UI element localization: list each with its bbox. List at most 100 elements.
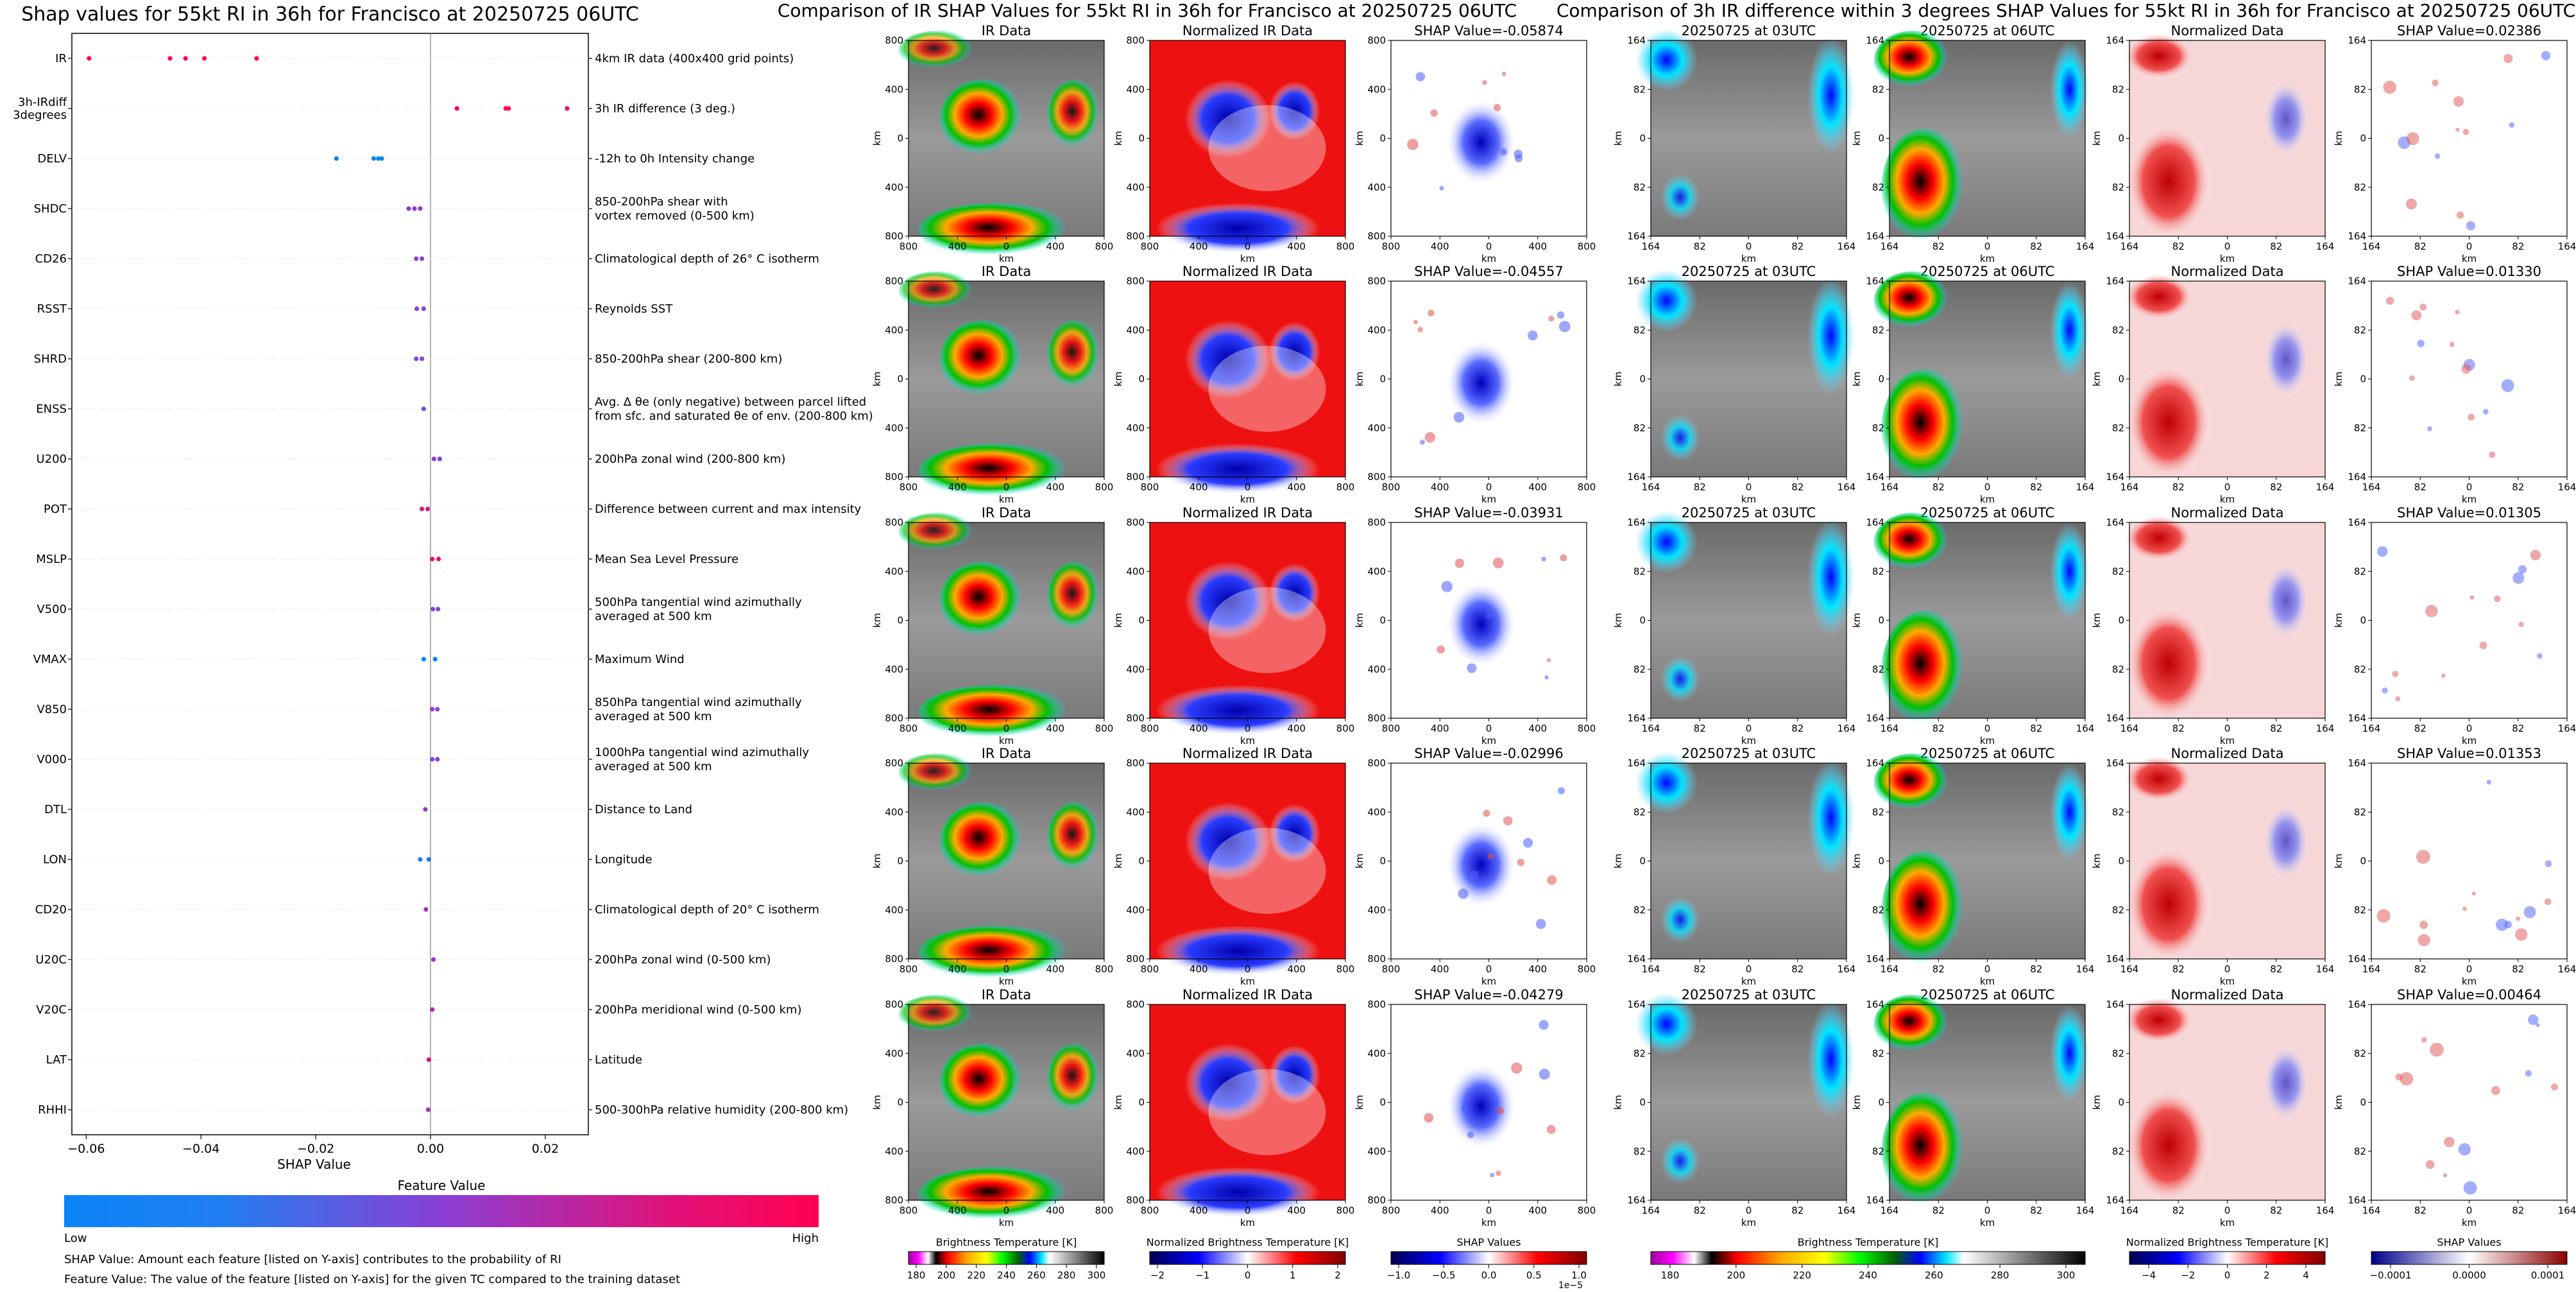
panel-y-tick-label: 0 (2118, 1097, 2124, 1108)
dshap-speckle (2525, 1070, 2532, 1077)
panel-y-tick-label: 0 (1639, 1097, 1646, 1108)
panel-y-tick-label: 82 (2354, 422, 2366, 434)
panel-y-tick-label: 400 (1126, 422, 1145, 434)
shap-speckle (1467, 663, 1477, 673)
dshap-speckle (2466, 221, 2476, 230)
panel-y-tick-label: 164 (2106, 35, 2124, 46)
ir-storm-core (939, 802, 1026, 881)
ir-storm-band (918, 685, 1075, 740)
ir6-storm-top (1873, 512, 1952, 572)
shap-speckle (1560, 554, 1567, 562)
panel-image (1873, 30, 2090, 246)
x-tick-label: 0.00 (417, 1142, 444, 1156)
panel-x-tick-label: 0 (1486, 1205, 1492, 1216)
panel-y-tick-label: 400 (1367, 324, 1386, 336)
ir6-storm-top (1873, 30, 1952, 90)
panel-y-tick-label: 0 (1639, 856, 1646, 867)
panel-x-tick-label: 82 (2414, 963, 2427, 975)
panel-y-label: km (1354, 131, 1365, 146)
panel-x-tick-label: 0 (1245, 723, 1251, 734)
panel-x-tick-label: 0 (1003, 1205, 1010, 1216)
ir-colorbar-tick-label: 220 (967, 1270, 985, 1281)
nir-core (1184, 802, 1272, 881)
panel-x-label: km (1741, 976, 1756, 987)
panel-x-tick-label: 164 (2076, 241, 2095, 252)
panel-y-tick-label: 82 (2354, 1047, 2366, 1059)
panel-y-tick-label: 400 (885, 806, 903, 818)
shap-speckle (1493, 103, 1501, 112)
dshap-speckle (2495, 918, 2509, 931)
ir-colorbar-tick-label: −2 (1150, 1270, 1164, 1281)
panel-x-tick-label: 800 (900, 963, 918, 975)
panel-y-tick-label: 800 (1367, 712, 1386, 724)
shap-point (421, 657, 426, 662)
nir-band (1156, 685, 1320, 736)
shap-negative-blob (1446, 99, 1517, 185)
dshap-speckle (2392, 671, 2399, 677)
panel-x-tick-label: 0 (2224, 1205, 2231, 1216)
panel-x-tick-label: 0 (1003, 241, 1010, 252)
dshap-speckle (2432, 79, 2439, 87)
panel-y-label: km (871, 372, 883, 386)
shap-point (454, 106, 459, 111)
panel-x-tick-label: 0 (1984, 481, 1991, 493)
panel-x-tick-label: 82 (2414, 723, 2427, 734)
panel-x-tick-label: 400 (1528, 1205, 1547, 1216)
panel-x-tick-label: 164 (2362, 241, 2381, 252)
panel-y-tick-label: 800 (1126, 999, 1145, 1010)
panel-x-tick-label: 164 (1838, 241, 1856, 252)
panel-y-label: km (1851, 372, 1863, 386)
ir-colorbar-tick-label: 0 (1245, 1270, 1251, 1281)
dshap-speckle (2512, 572, 2525, 584)
panel-y-tick-label: 800 (1367, 757, 1386, 769)
panel-x-tick-label: 400 (1431, 241, 1449, 252)
panel-x-tick-label: 82 (2030, 723, 2042, 734)
panel-y-tick-label: 82 (1633, 1047, 1646, 1059)
shap-point (435, 707, 440, 712)
ir-storm-core (939, 562, 1026, 640)
ir6-cold-right (2050, 763, 2090, 861)
panel-x-tick-label: 82 (1791, 241, 1804, 252)
dshap-speckle (2456, 211, 2464, 219)
panel-y-tick-label: 800 (1126, 471, 1145, 483)
panel-y-tick-label: 164 (2348, 757, 2366, 769)
ir6-storm-top (1873, 271, 1952, 331)
panel-y-tick-label: 400 (1126, 565, 1145, 577)
ir-storm-band (918, 926, 1075, 981)
dshap-speckle (2486, 779, 2491, 785)
panel-x-tick-label: 164 (1838, 1205, 1856, 1216)
panel-y-tick-label: 82 (1633, 182, 1646, 193)
shap-point (426, 1057, 431, 1062)
nir-cell (1269, 1046, 1320, 1105)
shap-speckle (1415, 72, 1426, 82)
panel-image (2123, 755, 2325, 963)
panel-title: Normalized Data (2171, 23, 2284, 39)
panel-title: IR Data (982, 23, 1032, 39)
panel-x-tick-label: 400 (1046, 963, 1064, 975)
panel-image (1635, 992, 1855, 1200)
ir6-storm-left (1881, 851, 1968, 969)
dshap-speckle (2421, 1037, 2427, 1043)
shap-point (426, 857, 431, 862)
panel-x-tick-label: 82 (2512, 1205, 2524, 1216)
panel-x-tick-label: 800 (1141, 1205, 1159, 1216)
panel-x-tick-label: 400 (1046, 241, 1064, 252)
panel-x-label: km (2462, 494, 2477, 505)
panel-title: 20250725 at 03UTC (1682, 987, 1816, 1003)
nd-red-top (2123, 755, 2194, 802)
ir3-cold-left (1660, 173, 1700, 221)
panel-y-tick-label: 0 (1379, 374, 1386, 385)
ir3-cold-right (1807, 759, 1855, 877)
panel-image (1391, 40, 1587, 236)
panel-x-tick-label: 400 (1046, 1205, 1064, 1216)
panel-x-tick-label: 800 (1141, 481, 1159, 493)
dshap-speckle (2419, 920, 2428, 929)
panel-image (2371, 522, 2567, 718)
panel-x-tick-label: 400 (1287, 723, 1306, 734)
panel-x-tick-label: 800 (1382, 963, 1401, 975)
panel-title: Normalized Data (2171, 746, 2284, 761)
panel-y-tick-label: 800 (1367, 230, 1386, 242)
shap-speckle (1514, 150, 1523, 159)
nir-core (1184, 320, 1272, 399)
panel-y-tick-label: 0 (2118, 615, 2124, 626)
